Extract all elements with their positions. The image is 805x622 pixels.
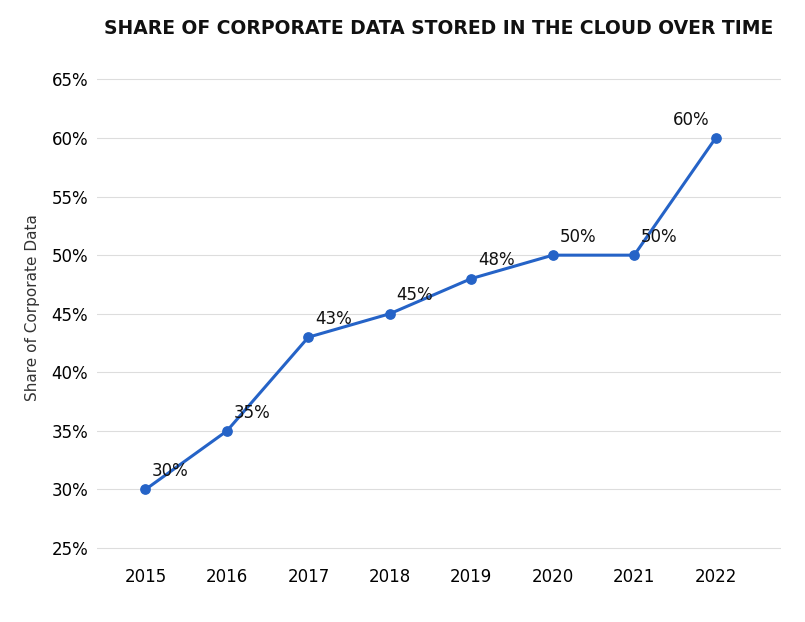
Point: [628, 250, 641, 260]
Text: 43%: 43%: [315, 310, 352, 328]
Title: SHARE OF CORPORATE DATA STORED IN THE CLOUD OVER TIME: SHARE OF CORPORATE DATA STORED IN THE CL…: [104, 19, 774, 38]
Text: 48%: 48%: [478, 251, 514, 269]
Point: [709, 133, 722, 143]
Text: 30%: 30%: [152, 462, 188, 480]
Point: [221, 426, 233, 436]
Point: [547, 250, 559, 260]
Point: [383, 309, 396, 318]
Text: 60%: 60%: [672, 111, 709, 129]
Text: 35%: 35%: [233, 404, 270, 422]
Point: [464, 274, 477, 284]
Point: [302, 332, 315, 342]
Text: 45%: 45%: [396, 286, 433, 304]
Point: [139, 485, 152, 494]
Text: 50%: 50%: [641, 228, 677, 246]
Text: 50%: 50%: [559, 228, 596, 246]
Y-axis label: Share of Corporate Data: Share of Corporate Data: [26, 215, 40, 401]
